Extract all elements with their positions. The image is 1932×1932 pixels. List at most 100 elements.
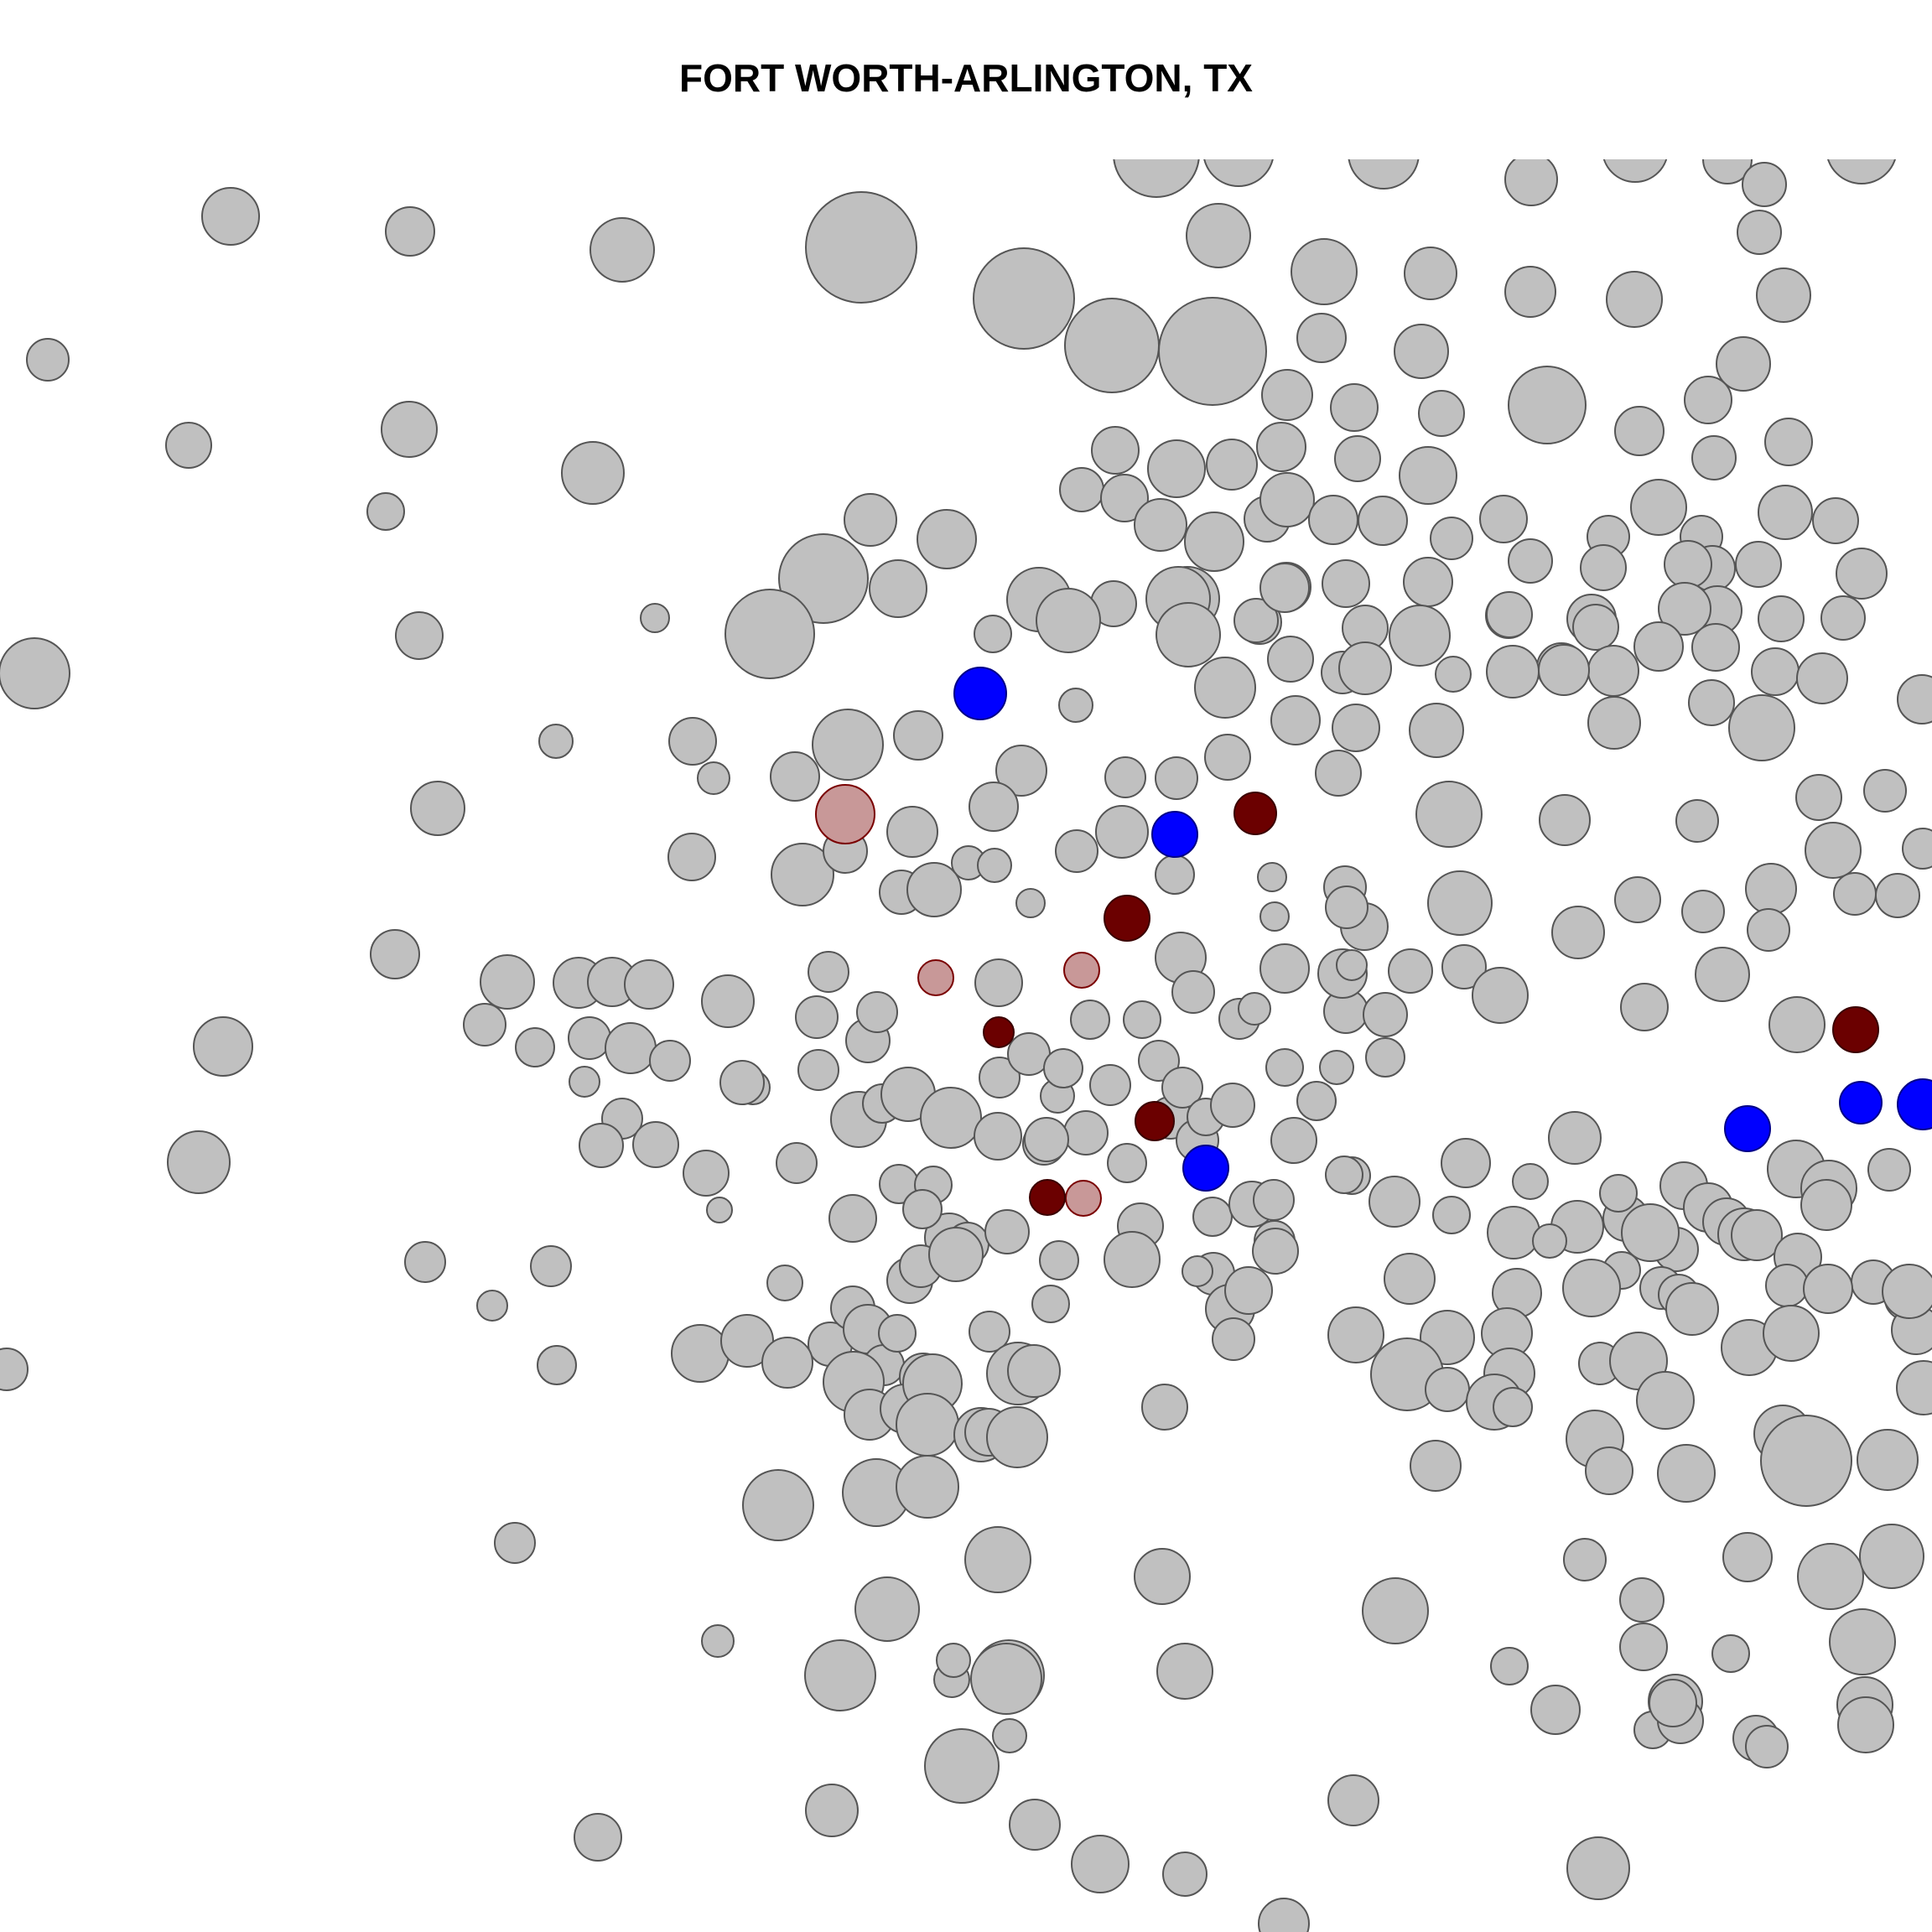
bubble-neutral	[776, 1142, 818, 1184]
bubble-neutral	[1585, 1446, 1633, 1495]
bubble-neutral	[1270, 695, 1321, 745]
bubble-light-red	[815, 784, 875, 844]
bubble-neutral	[1833, 872, 1877, 916]
bubble-neutral	[1606, 271, 1663, 328]
bubble-neutral	[1508, 366, 1587, 444]
bubble-neutral	[869, 559, 927, 618]
bubble-neutral	[969, 1311, 1010, 1353]
bubble-neutral	[649, 1040, 691, 1082]
bubble-neutral	[1089, 1064, 1131, 1106]
bubble-neutral	[1404, 247, 1457, 300]
bubble-dark-red	[1233, 792, 1277, 835]
bubble-neutral	[1100, 474, 1149, 522]
bubble-neutral	[920, 1087, 982, 1149]
bubble-neutral	[1548, 1111, 1602, 1165]
bubble-neutral	[370, 929, 420, 979]
bubble-neutral	[974, 1112, 1022, 1161]
bubble-neutral	[1580, 544, 1627, 591]
bubble-neutral	[1512, 1163, 1549, 1200]
bubble-neutral	[1587, 645, 1639, 697]
bubble-neutral	[1315, 750, 1362, 797]
bubble-neutral	[701, 1624, 735, 1658]
bubble-neutral	[878, 1314, 917, 1353]
bubble-neutral	[366, 492, 405, 531]
bubble-neutral	[1737, 210, 1782, 255]
bubble-neutral	[964, 1526, 1031, 1593]
bubble-neutral	[1532, 1223, 1567, 1259]
bubble-neutral	[1562, 1259, 1621, 1317]
bubble-neutral	[992, 1718, 1027, 1753]
bubble-neutral	[1875, 873, 1920, 918]
bubble-neutral	[1325, 886, 1368, 929]
bubble-blue	[953, 667, 1007, 720]
bubble-neutral	[1036, 588, 1101, 653]
bubble-neutral	[668, 717, 717, 766]
bubble-neutral	[1657, 1444, 1716, 1503]
bubble-neutral	[1134, 1548, 1191, 1605]
bubble-neutral	[770, 751, 820, 802]
bubble-neutral	[1827, 159, 1896, 184]
bubble-neutral	[974, 958, 1023, 1007]
bubble-neutral	[579, 1123, 624, 1168]
bubble-neutral	[1427, 870, 1493, 936]
bubble-neutral	[1472, 967, 1529, 1024]
bubble-neutral	[1902, 828, 1932, 870]
bubble-neutral	[1805, 822, 1862, 879]
bubble-neutral	[706, 1197, 733, 1223]
bubble-neutral	[515, 1027, 555, 1067]
bubble-neutral	[1410, 1440, 1462, 1492]
bubble-neutral	[1358, 496, 1408, 546]
bubble-neutral	[1688, 679, 1735, 726]
bubble-neutral	[1259, 943, 1310, 994]
bubble-neutral	[201, 187, 260, 246]
bubble-neutral	[973, 247, 1075, 350]
bubble-neutral	[828, 1194, 877, 1243]
bubble-neutral	[381, 401, 438, 458]
bubble-neutral	[1829, 1608, 1896, 1675]
bubble-neutral	[1156, 602, 1221, 667]
bubble-neutral	[1859, 1524, 1924, 1589]
bubble-neutral	[1155, 854, 1195, 895]
bubble-neutral	[805, 191, 917, 304]
bubble-neutral	[1619, 1623, 1668, 1671]
bubble-neutral	[854, 1576, 920, 1642]
bubble-neutral	[995, 745, 1047, 797]
bubble-neutral	[1621, 1203, 1680, 1262]
bubble-neutral	[1441, 944, 1487, 989]
bubble-neutral	[1322, 559, 1370, 608]
bubble-neutral	[719, 1060, 765, 1105]
bubble-neutral	[1147, 439, 1206, 498]
bubble-neutral	[1664, 540, 1712, 589]
bubble-neutral	[561, 441, 625, 505]
bubble-neutral	[1155, 756, 1198, 800]
bubble-neutral	[1368, 1176, 1420, 1228]
bubble-neutral	[1735, 541, 1782, 588]
bubble-neutral	[1566, 1836, 1630, 1900]
bubble-neutral	[1212, 1317, 1255, 1361]
bubble-neutral	[1649, 1679, 1697, 1727]
bubble-neutral	[902, 1189, 943, 1229]
bubble-neutral	[1257, 862, 1287, 892]
bubble-neutral	[1394, 324, 1449, 379]
bubble-neutral	[936, 1643, 971, 1678]
bubble-neutral	[928, 1227, 984, 1282]
bubble-neutral	[1138, 1040, 1180, 1082]
bubble-neutral	[1389, 605, 1451, 667]
bubble-neutral	[1490, 1647, 1529, 1685]
bubble-dark-red	[1029, 1179, 1066, 1216]
bubble-neutral	[1186, 203, 1251, 268]
bubble-neutral	[1504, 159, 1558, 206]
bubble-light-red	[1063, 952, 1100, 989]
bubble-neutral	[1745, 863, 1797, 915]
bubble-neutral	[1015, 888, 1046, 918]
bubble-neutral	[1319, 1050, 1354, 1085]
bubble-neutral	[917, 509, 977, 569]
bubble-neutral	[977, 848, 1012, 883]
bubble-neutral	[1261, 369, 1313, 421]
bubble-neutral	[805, 1784, 859, 1837]
bubble-neutral	[1296, 313, 1347, 363]
bubble-neutral	[1768, 996, 1826, 1053]
bubble-neutral	[1210, 1083, 1255, 1128]
bubble-neutral	[1184, 512, 1244, 572]
